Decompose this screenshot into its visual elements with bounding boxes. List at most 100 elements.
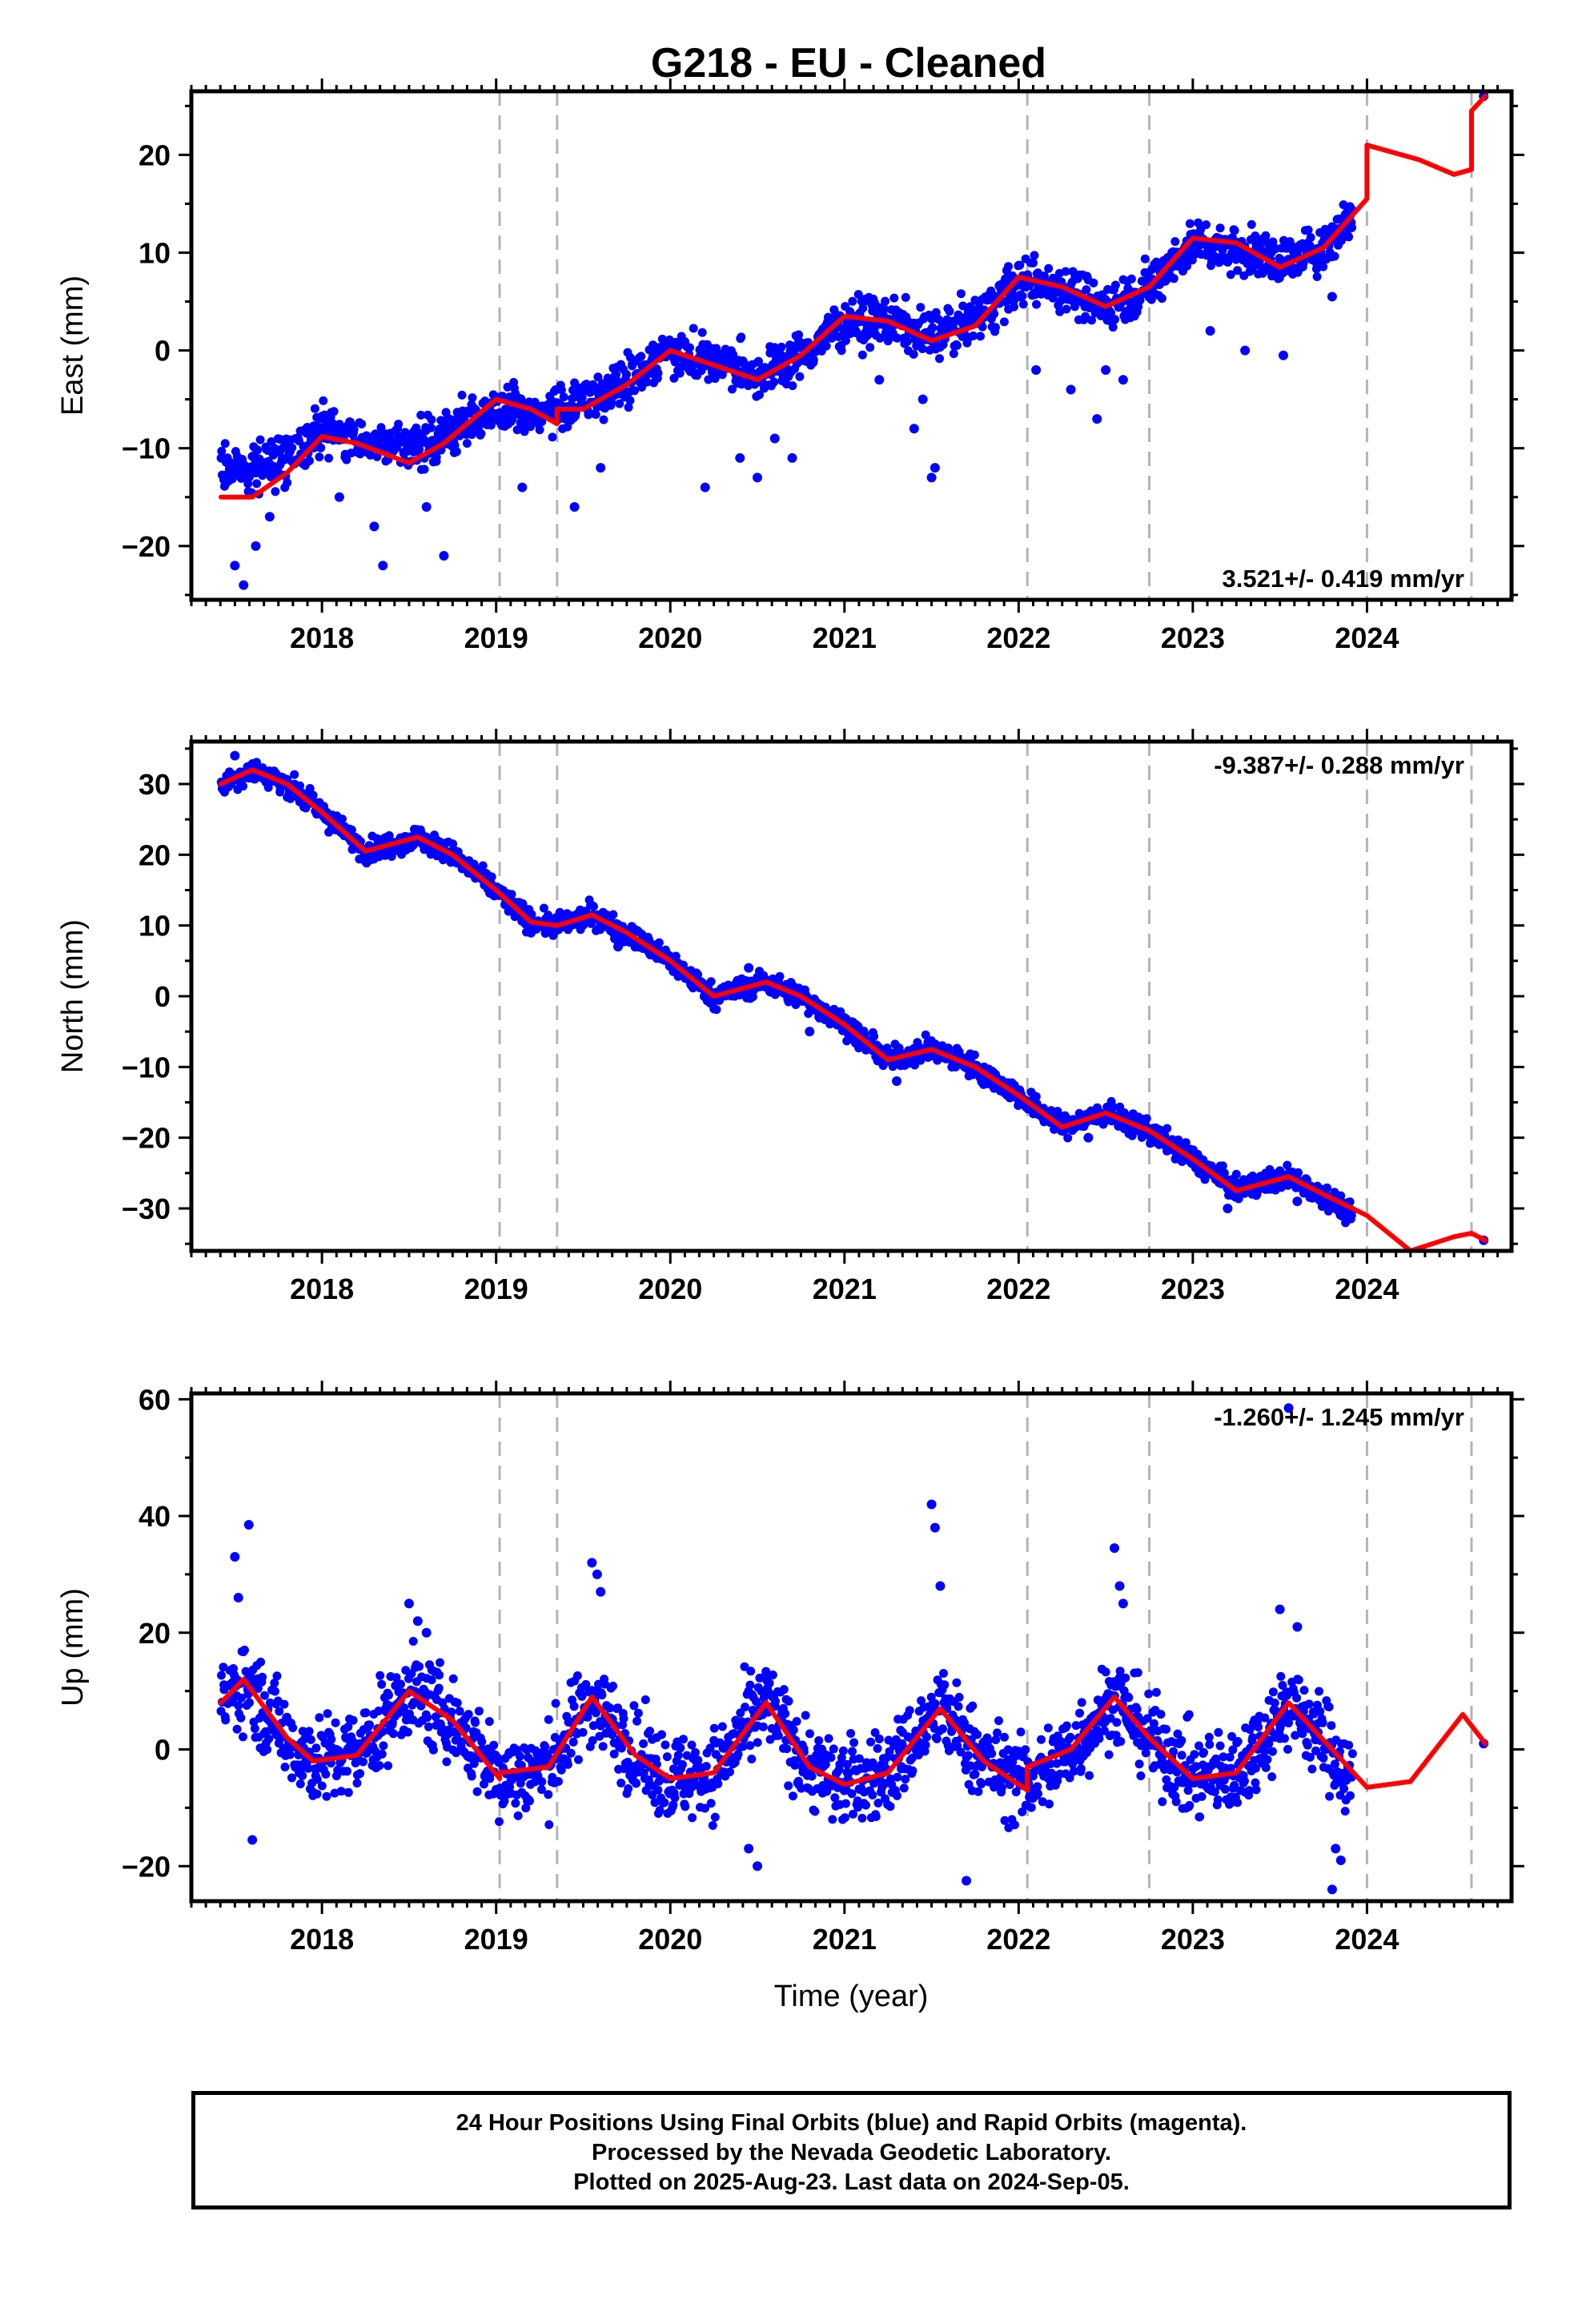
data-point (615, 399, 624, 408)
data-point (520, 427, 529, 436)
y-tick-label: 20 (139, 139, 171, 171)
data-point (781, 1709, 790, 1719)
data-point (1323, 1183, 1331, 1192)
data-point (256, 1657, 266, 1667)
data-point (917, 394, 928, 404)
data-point (415, 1662, 424, 1671)
data-point (990, 309, 999, 319)
data-point (569, 1702, 579, 1711)
data-point (784, 1781, 793, 1791)
x-tick-label: 2024 (1335, 621, 1399, 654)
data-point (754, 356, 763, 366)
data-point (837, 346, 846, 356)
data-point (1215, 223, 1225, 233)
data-point (728, 384, 737, 394)
data-point (369, 521, 379, 532)
data-point (1018, 300, 1028, 309)
data-point (1110, 315, 1120, 324)
data-point (976, 332, 985, 341)
data-point (327, 1735, 336, 1744)
data-point (687, 1740, 697, 1750)
data-point (537, 1777, 547, 1787)
data-point (773, 1731, 783, 1740)
data-point (412, 423, 421, 432)
data-point (378, 561, 388, 571)
data-point (805, 1729, 814, 1739)
data-point (480, 396, 490, 406)
data-point (673, 1751, 683, 1760)
data-point (807, 1771, 817, 1781)
data-point (1233, 266, 1243, 275)
data-point (295, 1779, 305, 1789)
data-point (613, 1703, 623, 1713)
data-point (426, 423, 436, 432)
data-point (640, 1695, 650, 1704)
data-point (821, 1759, 830, 1769)
plot-frame (189, 89, 1514, 602)
data-point (375, 1761, 384, 1771)
data-point (810, 1807, 820, 1816)
x-tick-label: 2023 (1161, 1273, 1225, 1305)
data-point (693, 1755, 703, 1765)
data-point (881, 296, 890, 306)
data-point (230, 561, 240, 571)
data-point (427, 415, 436, 424)
data-point (421, 501, 432, 512)
data-point (1063, 1133, 1073, 1143)
data-point (591, 410, 600, 419)
data-point (331, 1718, 340, 1727)
data-point (790, 1760, 800, 1770)
data-point (589, 902, 598, 911)
data-point (930, 463, 940, 473)
data-point (1044, 263, 1054, 273)
data-point (837, 1753, 846, 1763)
data-point (239, 580, 249, 590)
data-point (1240, 345, 1251, 356)
data-point (539, 903, 548, 913)
data-point (391, 1673, 401, 1683)
data-point (873, 1799, 883, 1807)
data-point (388, 1729, 398, 1739)
y-tick-label: −30 (122, 1192, 171, 1225)
data-point (599, 415, 608, 424)
data-point (789, 1791, 797, 1801)
data-point (1231, 1169, 1241, 1179)
data-point (554, 1777, 563, 1786)
y-tick-label: −10 (122, 1051, 171, 1084)
data-point (744, 963, 754, 973)
data-point (616, 1743, 626, 1753)
data-point (288, 1723, 298, 1732)
data-point (1061, 267, 1070, 276)
data-point (583, 1712, 592, 1722)
data-point (768, 1671, 777, 1679)
x-tick-label: 2022 (986, 621, 1050, 654)
data-point (574, 1755, 583, 1764)
data-point (272, 1671, 282, 1681)
data-point (841, 1799, 850, 1808)
data-point (253, 1683, 263, 1693)
data-point (312, 1789, 322, 1799)
data-point (1015, 260, 1025, 270)
data-point (239, 1732, 247, 1742)
data-point (1327, 292, 1337, 302)
data-point (379, 1741, 388, 1751)
data-point (849, 1809, 857, 1819)
data-point (428, 1745, 438, 1755)
data-point (474, 1707, 484, 1716)
data-point (452, 447, 461, 456)
y-tick-label: −20 (122, 530, 171, 563)
data-point (431, 1712, 440, 1722)
data-point (464, 1710, 473, 1719)
data-point (1089, 278, 1098, 287)
data-point (556, 385, 566, 395)
data-point (349, 424, 359, 434)
data-point (829, 1744, 838, 1754)
data-point (901, 1775, 910, 1784)
data-point (1303, 225, 1313, 235)
data-point (866, 1737, 875, 1747)
data-point (310, 404, 319, 413)
data-point (263, 1745, 272, 1755)
data-point (841, 1813, 849, 1823)
data-point (733, 1750, 743, 1759)
